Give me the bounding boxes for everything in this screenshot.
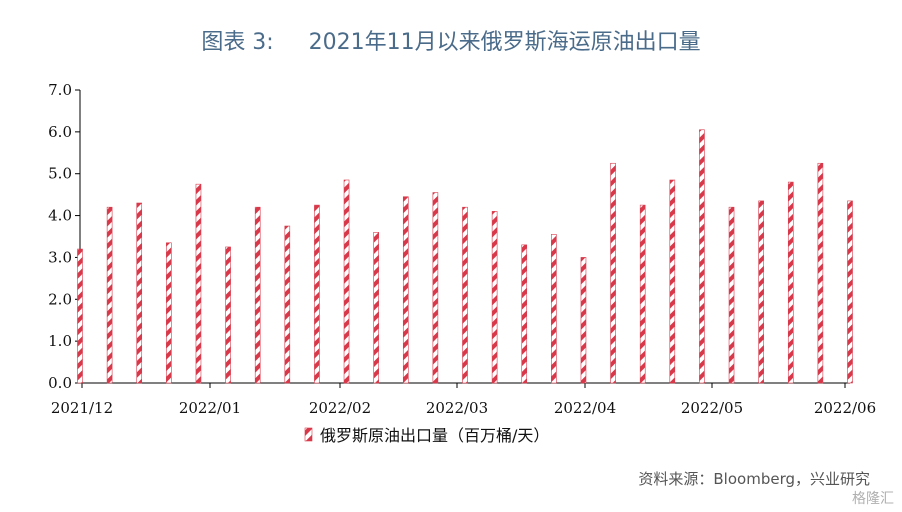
legend: 俄罗斯原油出口量（百万桶/天） xyxy=(304,426,549,445)
x-tick-label: 2022/02 xyxy=(309,399,371,417)
y-tick-label: 7.0 xyxy=(48,81,72,99)
legend-swatch xyxy=(304,427,313,442)
y-tick-label: 1.0 xyxy=(48,332,72,350)
y-tick-label: 2.0 xyxy=(48,290,72,308)
bar xyxy=(491,211,498,384)
bar xyxy=(462,206,468,384)
bar xyxy=(787,181,794,384)
bar xyxy=(106,206,113,384)
y-tick-label: 4.0 xyxy=(48,207,72,225)
bar xyxy=(373,232,379,384)
x-tick-label: 2022/05 xyxy=(681,399,743,417)
bar xyxy=(580,257,587,384)
x-tick-label: 2022/04 xyxy=(554,399,616,417)
bar xyxy=(77,248,83,384)
watermark: 格隆汇 xyxy=(852,491,894,507)
bar xyxy=(669,179,676,384)
y-tick-label: 6.0 xyxy=(48,123,72,141)
x-tick-label: 2022/06 xyxy=(814,399,876,417)
bar xyxy=(254,206,261,384)
y-tick-label: 3.0 xyxy=(48,248,72,266)
bar xyxy=(225,246,231,384)
axes: 0.0 1.0 2.0 3.0 4.0 5.0 6.0 7.0 2021/12 2022/01 20… xyxy=(48,81,876,417)
x-tick-label: 2021/12 xyxy=(51,399,113,417)
bar xyxy=(343,179,350,384)
source-note: 资料来源：Bloomberg，兴业研究 xyxy=(638,470,870,488)
x-tick-label: 2022/01 xyxy=(179,399,241,417)
bar xyxy=(195,183,202,384)
y-tick-label: 0.0 xyxy=(48,374,72,392)
bar xyxy=(699,129,705,384)
bar xyxy=(402,196,409,384)
legend-label: 俄罗斯原油出口量（百万桶/天） xyxy=(320,426,549,445)
bar xyxy=(432,192,439,384)
chart-title: 图表 3: 2021年11月以来俄罗斯海运原油出口量 xyxy=(201,30,701,55)
bar xyxy=(817,162,824,384)
bar xyxy=(314,204,320,384)
bar xyxy=(847,200,853,384)
bar xyxy=(728,206,735,384)
bar xyxy=(521,244,528,384)
x-tick-label: 2022/03 xyxy=(426,399,488,417)
bar xyxy=(136,202,143,384)
bar xyxy=(166,242,172,384)
y-tick-label: 5.0 xyxy=(48,165,72,183)
bar xyxy=(551,234,557,384)
bar xyxy=(610,162,616,384)
bar xyxy=(639,204,646,384)
bar xyxy=(758,200,764,384)
bars xyxy=(77,129,853,384)
bar xyxy=(284,225,291,384)
